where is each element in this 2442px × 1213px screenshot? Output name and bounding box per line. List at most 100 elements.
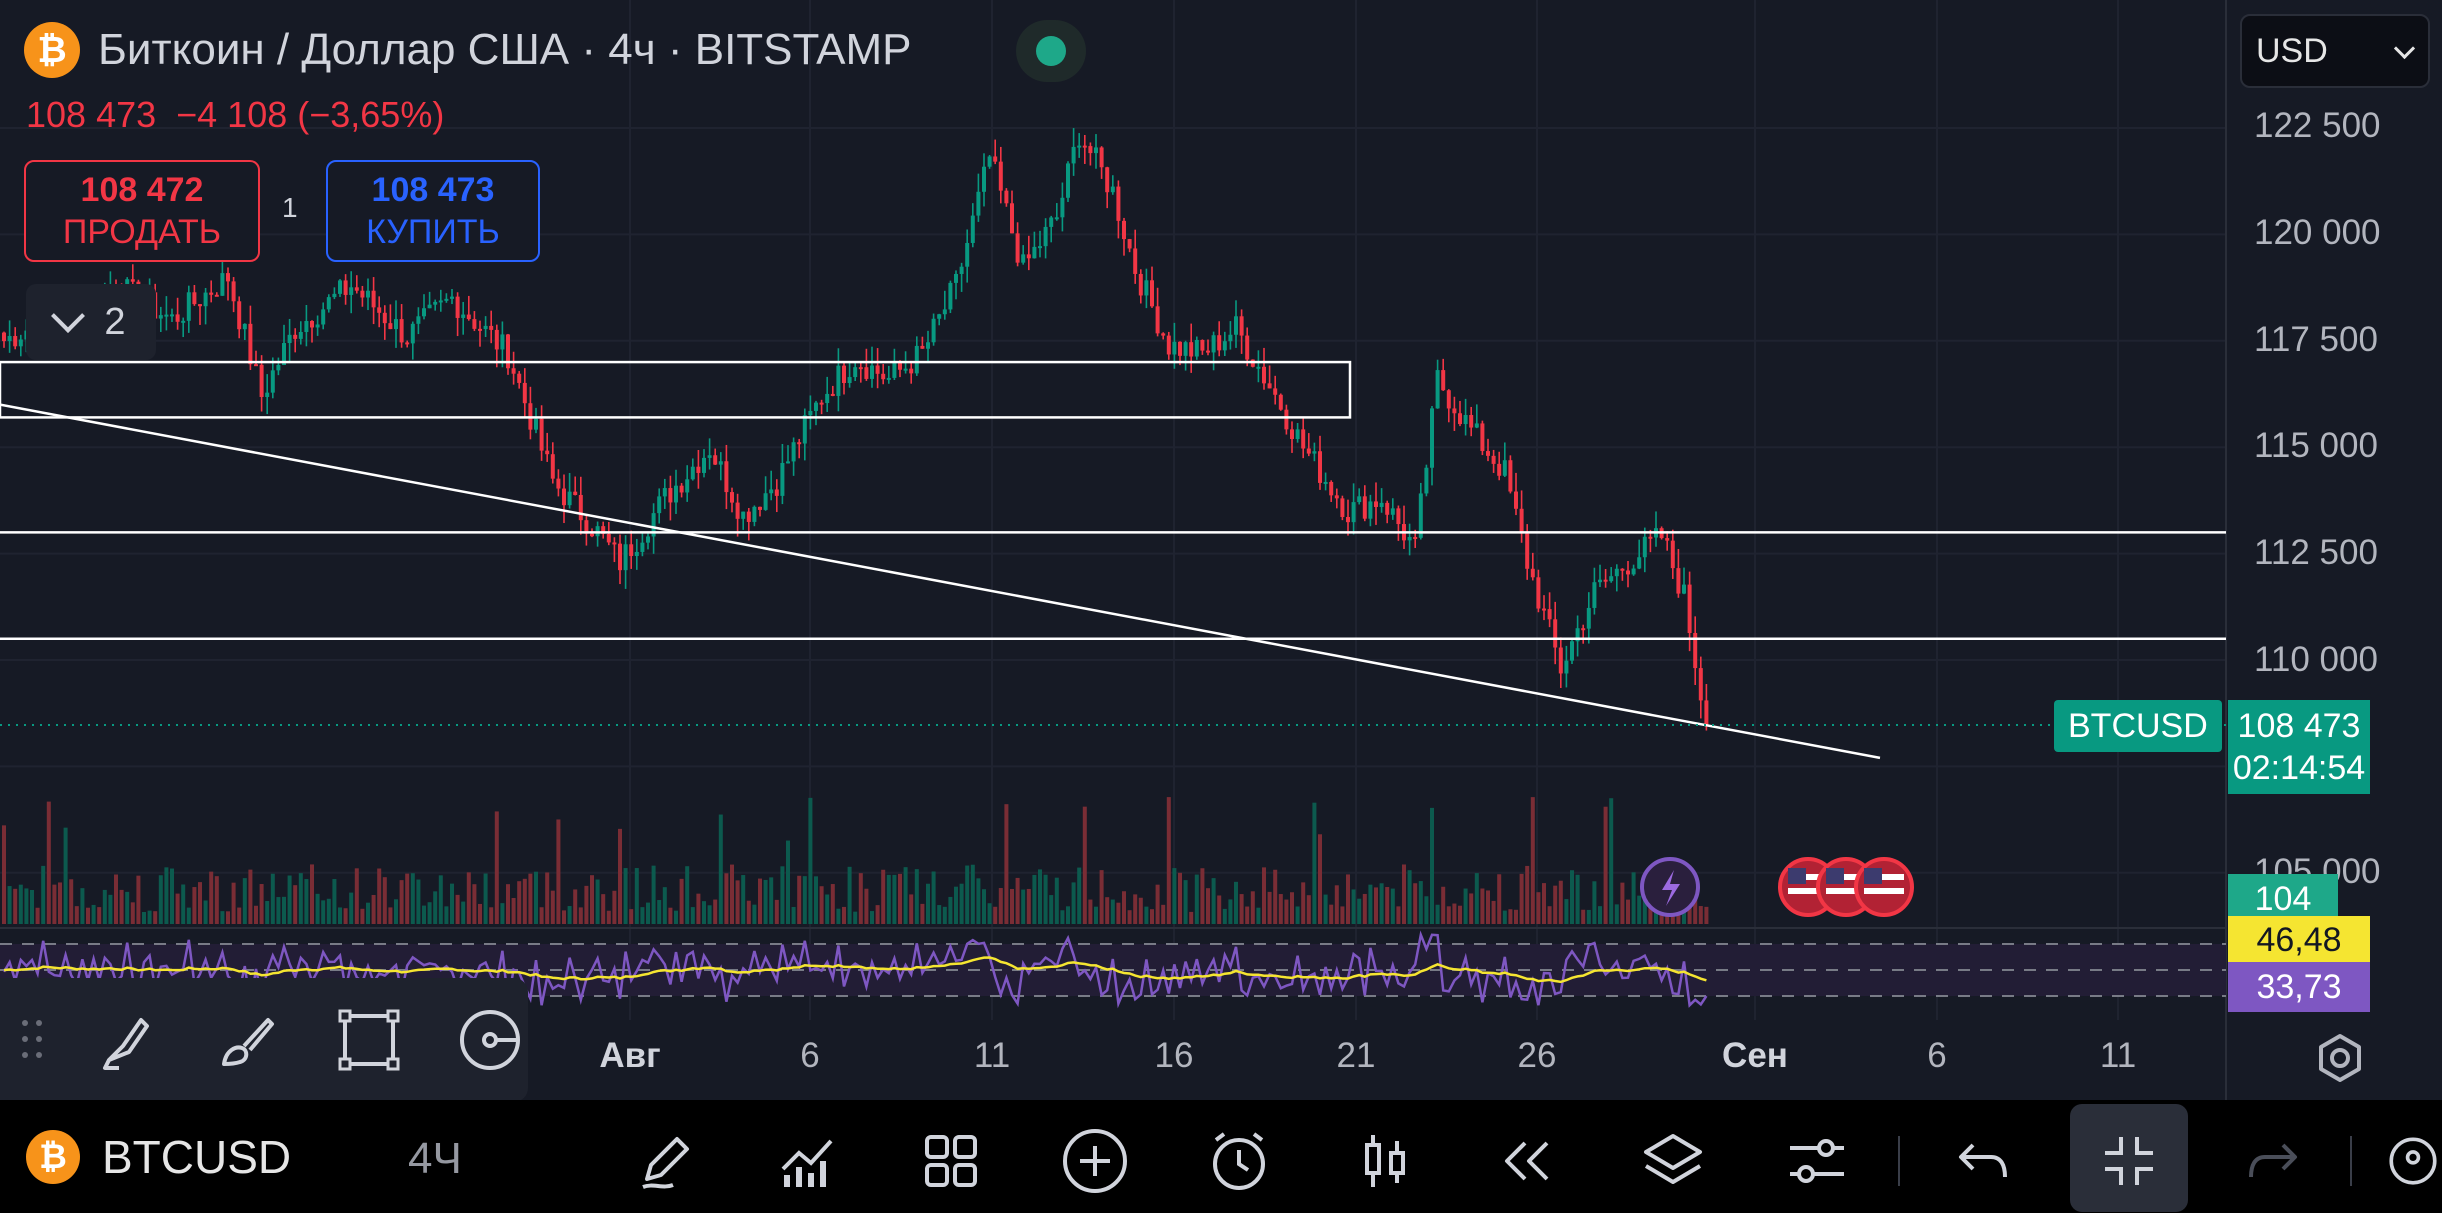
sliders-icon — [1790, 1139, 1844, 1183]
volume-bar — [769, 877, 774, 924]
candle-body — [1127, 239, 1132, 249]
candle-body — [550, 454, 555, 479]
brush-tool[interactable] — [210, 1000, 287, 1080]
volume-bar — [298, 873, 303, 924]
volume-bar — [808, 797, 813, 924]
chart-type-button[interactable] — [1348, 1124, 1422, 1198]
candle-body — [282, 343, 286, 366]
currency-select[interactable]: USD — [2240, 14, 2430, 88]
volume-bar — [52, 884, 57, 924]
candle-body — [422, 308, 426, 317]
sell-button[interactable]: 108 472 ПРОДАТЬ — [24, 160, 260, 262]
volume-bar — [696, 893, 701, 924]
volume-bar — [1222, 908, 1227, 924]
candle-body — [1435, 370, 1440, 409]
price-tick: 122 500 — [2254, 106, 2381, 145]
highlighter-tool[interactable] — [89, 1000, 166, 1080]
volume-bar — [1670, 911, 1675, 924]
rectangle-tool[interactable] — [331, 1000, 408, 1080]
candle-body — [1642, 536, 1647, 558]
volume-bar — [226, 911, 230, 924]
candle-body — [618, 543, 622, 571]
candle-body — [646, 536, 650, 543]
candle-body — [696, 466, 701, 473]
volume-bar — [102, 889, 107, 924]
candle-body — [220, 273, 225, 296]
volume-bar — [1138, 897, 1143, 924]
highlighter-icon — [103, 1018, 150, 1070]
eraser-tool[interactable] — [451, 1000, 528, 1080]
time-tick: 6 — [1927, 1036, 1947, 1075]
candle-body — [1486, 451, 1490, 456]
buy-button[interactable]: 108 473 КУПИТЬ — [326, 160, 540, 262]
assistant-button[interactable] — [2384, 1124, 2442, 1198]
price-tick: 115 000 — [2254, 426, 2378, 465]
candle-body — [954, 273, 958, 283]
candle-body — [1463, 414, 1468, 425]
candle-body — [1609, 576, 1614, 582]
candle-body — [713, 455, 718, 465]
volume-bar — [1038, 869, 1042, 924]
flag-stripe — [1826, 874, 1866, 880]
candle-body — [814, 402, 818, 411]
chart-settings-icon[interactable] — [2312, 1030, 2368, 1086]
indicators-icon — [781, 1139, 833, 1187]
chart-properties-button[interactable] — [1780, 1124, 1854, 1198]
volume-bar — [86, 907, 90, 924]
redo-button[interactable] — [2236, 1124, 2310, 1198]
volume-bar — [1547, 906, 1552, 924]
candle-body — [1066, 163, 1070, 198]
candle-body — [175, 314, 180, 322]
candle-body — [287, 334, 292, 344]
eraser-icon — [459, 1010, 520, 1070]
alert-button[interactable] — [1202, 1124, 1276, 1198]
candle-body — [735, 502, 740, 519]
replay-button[interactable] — [1490, 1124, 1564, 1198]
flag-stripe — [1826, 888, 1866, 894]
candle-body — [534, 418, 538, 430]
volume-bar — [416, 879, 421, 924]
drag-handle-icon[interactable] — [22, 1020, 45, 1060]
undo-button[interactable] — [1946, 1124, 2020, 1198]
layouts-button[interactable] — [914, 1124, 988, 1198]
candle-body — [1446, 390, 1451, 409]
candle-body — [1166, 335, 1171, 355]
market-status-indicator[interactable] — [1016, 20, 1086, 82]
candle-body — [674, 485, 678, 503]
time-tick: Авг — [599, 1036, 661, 1075]
volume-bar — [1178, 872, 1182, 924]
candle-body — [1491, 455, 1496, 464]
candle-body — [170, 314, 174, 317]
volume-bar — [1094, 906, 1098, 924]
interval-selector[interactable]: 4Ч — [408, 1134, 462, 1183]
volume-bar — [1346, 874, 1350, 924]
exit-fullscreen-button[interactable] — [2092, 1124, 2166, 1198]
candle-body — [584, 520, 589, 534]
candle-body — [1648, 536, 1653, 539]
indicators-button[interactable] — [770, 1124, 844, 1198]
candle-body — [942, 309, 947, 315]
volume-bar — [674, 910, 678, 924]
candle-body — [802, 415, 807, 444]
symbol-header[interactable]: ₿ Биткоин / Доллар США · 4ч · BITSTAMP — [24, 22, 911, 78]
candle-body — [1670, 540, 1675, 569]
drawing-button[interactable] — [628, 1124, 702, 1198]
candle-body — [668, 488, 673, 503]
add-button[interactable] — [1058, 1124, 1132, 1198]
volume-bar — [108, 894, 113, 924]
spread-value: 1 — [282, 192, 298, 223]
volume-bar — [1194, 874, 1199, 924]
volume-bar — [254, 905, 258, 924]
volume-bar — [399, 880, 404, 924]
indicators-toggle-button[interactable]: 2 — [26, 284, 156, 360]
volume-bar — [1379, 883, 1384, 924]
volume-bar — [528, 873, 533, 924]
bottom-toolbar — [0, 1100, 2442, 1213]
object-tree-button[interactable] — [1636, 1124, 1710, 1198]
symbol-selector[interactable]: ₿ BTCUSD — [26, 1130, 291, 1184]
active-tool-highlight — [2070, 1104, 2188, 1212]
volume-bar — [651, 865, 656, 924]
candle-body — [903, 368, 908, 371]
candle-body — [338, 280, 342, 294]
